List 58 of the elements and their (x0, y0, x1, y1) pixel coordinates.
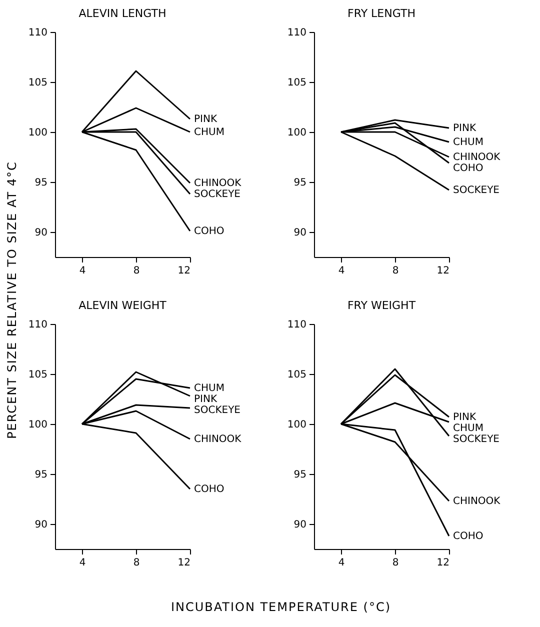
series-label: COHO (194, 484, 224, 495)
series-label: PINK (194, 394, 218, 405)
y-tick-label: 90 (34, 228, 48, 238)
y-tick-label: 95 (294, 178, 306, 188)
y-tick-label: 105 (28, 370, 48, 380)
y-tick-label: 95 (294, 470, 306, 480)
y-tick-label: 95 (34, 470, 48, 480)
x-tick-label: 12 (178, 266, 190, 276)
series-label: CHINOOK (453, 152, 501, 163)
chart-title: FRY WEIGHT (347, 299, 416, 312)
series-label: SOCKEYE (194, 405, 241, 416)
chart-title: ALEVIN WEIGHT (78, 299, 167, 312)
y-tick-label: 110 (28, 320, 48, 330)
y-tick-label: 100 (28, 420, 48, 430)
x-tick-label: 4 (79, 558, 86, 568)
x-tick-label: 8 (392, 558, 399, 568)
series-label: CHINOOK (194, 434, 242, 445)
series-label: CHUM (453, 423, 484, 434)
series-label: SOCKEYE (453, 434, 500, 445)
x-tick-label: 12 (436, 558, 450, 568)
y-tick-label: 90 (294, 228, 306, 238)
y-axis-title: PERCENT SIZE RELATIVE TO SIZE AT 4°C (5, 161, 20, 439)
chart-title: FRY LENGTH (348, 7, 416, 20)
series-label: COHO (194, 226, 224, 237)
series-label: CHUM (453, 137, 484, 148)
y-tick-label: 105 (287, 370, 306, 380)
series-label: SOCKEYE (453, 185, 500, 196)
x-tick-label: 8 (133, 558, 140, 568)
y-tick-label: 100 (28, 128, 48, 138)
x-tick-label: 12 (436, 266, 450, 276)
y-tick-label: 110 (287, 28, 306, 38)
y-tick-label: 110 (28, 28, 48, 38)
series-label: COHO (453, 531, 484, 542)
y-tick-label: 95 (34, 178, 48, 188)
x-axis-title: INCUBATION TEMPERATURE (°C) (170, 600, 392, 614)
series-label: PINK (194, 114, 218, 125)
x-tick-label: 4 (338, 266, 345, 276)
y-tick-label: 100 (287, 128, 306, 138)
series-label: CHINOOK (194, 178, 242, 189)
chart-title: ALEVIN LENGTH (78, 7, 166, 20)
series-label: CHUM (194, 127, 224, 138)
y-tick-label: 105 (287, 78, 306, 88)
y-tick-label: 90 (294, 520, 306, 530)
x-tick-label: 8 (392, 266, 399, 276)
x-tick-label: 8 (133, 266, 140, 276)
x-tick-label: 4 (338, 558, 345, 568)
series-label: CHINOOK (453, 496, 501, 507)
series-label: PINK (453, 412, 476, 423)
x-tick-label: 12 (178, 558, 190, 568)
series-label: PINK (453, 123, 476, 134)
series-label: COHO (453, 163, 484, 174)
y-tick-label: 90 (34, 520, 48, 530)
series-label: SOCKEYE (194, 189, 241, 200)
y-tick-label: 100 (287, 420, 306, 430)
y-tick-label: 110 (287, 320, 306, 330)
x-tick-label: 4 (79, 266, 86, 276)
series-label: CHUM (194, 383, 224, 394)
y-tick-label: 105 (28, 78, 48, 88)
